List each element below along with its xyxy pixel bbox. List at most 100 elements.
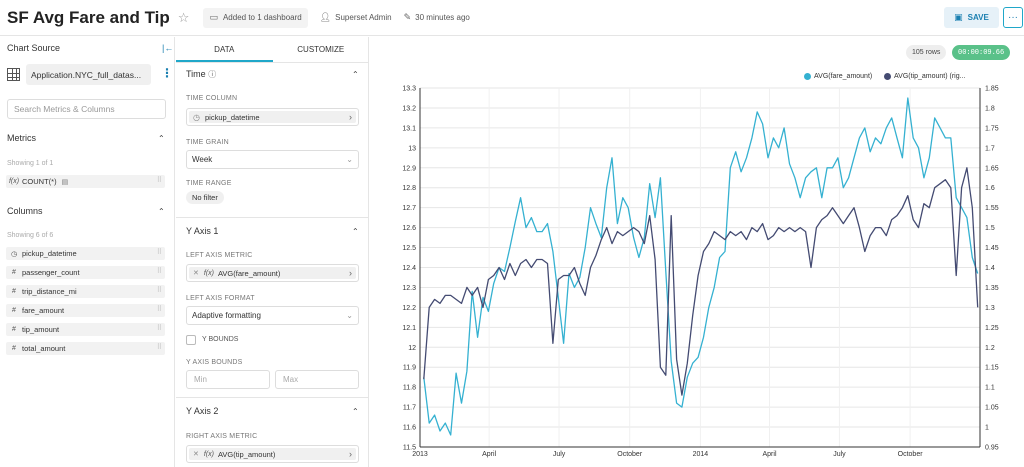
chart-title[interactable]: SF Avg Fare and Tip: [7, 7, 170, 27]
left-metric-chip[interactable]: ✕ f(x) AVG(fare_amount) ›: [189, 267, 356, 279]
left-metric-value: AVG(fare_amount): [217, 268, 281, 278]
tab-data[interactable]: DATA: [176, 37, 273, 62]
right-metric-value: AVG(tip_amount): [217, 449, 276, 459]
chevron-down-icon: ⌄: [346, 311, 353, 320]
column-name: tip_amount: [22, 325, 60, 334]
legend-label-fare: AVG(fare_amount): [814, 73, 873, 80]
chevron-up-icon[interactable]: ⌃: [352, 227, 359, 236]
hash-icon: #: [12, 269, 16, 276]
y-right-tick-label: 1.7: [985, 145, 995, 152]
column-name: total_amount: [22, 344, 66, 353]
chevron-down-icon: ⌄: [346, 155, 353, 164]
y-right-tick-label: 0.95: [985, 445, 999, 452]
save-label: SAVE: [967, 13, 989, 22]
y-left-tick-label: 12.3: [402, 285, 416, 292]
chevron-up-icon[interactable]: ⌃: [352, 70, 359, 79]
y-left-tick-label: 12.5: [402, 245, 416, 252]
drag-handle-icon[interactable]: ⠿: [156, 268, 162, 275]
collapse-panel-icon[interactable]: |←: [162, 43, 174, 53]
column-item-fare-amount[interactable]: # fare_amount ⠿: [6, 304, 165, 317]
y-left-tick-label: 13.3: [402, 86, 416, 93]
x-tick-label: 2014: [693, 451, 709, 458]
legend-item-tip[interactable]: AVG(tip_amount) (rig...: [884, 73, 965, 80]
time-grain-value: Week: [192, 155, 213, 164]
hash-icon: #: [12, 326, 16, 333]
function-icon: f(x): [203, 450, 214, 458]
time-grain-label: TIME GRAIN: [186, 139, 229, 146]
y-right-tick-label: 1.35: [985, 285, 999, 292]
chevron-up-icon[interactable]: ⌃: [158, 207, 165, 216]
y-right-tick-label: 1.8: [985, 105, 995, 112]
left-axis-metric-label: LEFT AXIS METRIC: [186, 252, 253, 259]
y-right-tick-label: 1.65: [985, 165, 999, 172]
y-axis-1-section-title[interactable]: Y Axis 1: [186, 226, 219, 236]
y-axis-2-section-title[interactable]: Y Axis 2: [186, 406, 219, 416]
y-left-tick-label: 12.8: [402, 185, 416, 192]
right-metric-chip[interactable]: ✕ f(x) AVG(tip_amount) ›: [189, 448, 356, 460]
modified-item: ✎ 30 minutes ago: [404, 12, 470, 23]
x-tick-label: July: [553, 451, 566, 458]
drag-handle-icon[interactable]: ⠿: [156, 249, 162, 256]
drag-handle-icon[interactable]: ⠿: [156, 325, 162, 332]
y-bounds-checkbox[interactable]: [186, 335, 196, 345]
drag-handle-icon[interactable]: ⠿: [156, 177, 162, 184]
column-item-tip-amount[interactable]: # tip_amount ⠿: [6, 323, 165, 336]
metric-name: COUNT(*): [22, 177, 57, 186]
drag-handle-icon[interactable]: ⠿: [156, 287, 162, 294]
time-column-chip[interactable]: ◷ pickup_datetime ›: [189, 111, 356, 123]
y-min-input[interactable]: Min: [186, 370, 270, 389]
y-left-tick-label: 12.6: [402, 225, 416, 232]
dashboards-pill[interactable]: ▭ Added to 1 dashboard: [203, 7, 308, 28]
close-icon[interactable]: ✕: [193, 451, 199, 458]
legend-dot-fare: [804, 73, 811, 80]
time-column-select[interactable]: ◷ pickup_datetime ›: [186, 108, 359, 126]
columns-section-title[interactable]: Columns: [7, 206, 43, 216]
legend-item-fare[interactable]: AVG(fare_amount): [804, 73, 872, 80]
column-name: trip_distance_mi: [22, 287, 77, 296]
save-icon: ▣: [954, 12, 963, 22]
dashboards-label: Added to 1 dashboard: [222, 13, 302, 22]
dataset-selector[interactable]: Application.NYC_full_datas...: [26, 64, 151, 85]
time-grain-select[interactable]: Week ⌄: [186, 150, 359, 169]
close-icon[interactable]: ✕: [193, 270, 199, 277]
hash-icon: #: [12, 288, 16, 295]
column-item-total-amount[interactable]: # total_amount ⠿: [6, 342, 165, 355]
dashboard-icon: ▭: [209, 12, 218, 22]
star-icon[interactable]: ☆: [177, 9, 190, 25]
column-item-pickup-datetime[interactable]: ◷ pickup_datetime ⠿: [6, 247, 165, 260]
column-item-passenger-count[interactable]: # passenger_count ⠿: [6, 266, 165, 279]
tab-customize[interactable]: CUSTOMIZE: [297, 45, 345, 54]
y-left-tick-label: 12.9: [402, 165, 416, 172]
right-axis-metric-select[interactable]: ✕ f(x) AVG(tip_amount) ›: [186, 445, 359, 463]
y-right-tick-label: 1: [985, 425, 989, 432]
y-max-input[interactable]: Max: [275, 370, 359, 389]
dual-line-chart[interactable]: 11.511.611.711.811.91212.112.212.312.412…: [370, 37, 1024, 467]
series-line-fare: [423, 97, 979, 436]
chevron-up-icon[interactable]: ⌃: [158, 134, 165, 143]
save-button[interactable]: ▣ SAVE: [944, 7, 999, 28]
clock-icon: ◷: [10, 250, 18, 258]
left-axis-metric-select[interactable]: ✕ f(x) AVG(fare_amount) ›: [186, 264, 359, 282]
drag-handle-icon[interactable]: ⠿: [156, 344, 162, 351]
y-left-tick-label: 11.7: [403, 405, 416, 412]
info-icon: ⓘ: [208, 70, 217, 79]
left-axis-format-select[interactable]: Adaptive formatting ⌄: [186, 306, 359, 325]
y-right-tick-label: 1.25: [985, 325, 999, 332]
chevron-up-icon[interactable]: ⌃: [352, 407, 359, 416]
more-actions-button[interactable]: ···: [1003, 7, 1023, 28]
dataset-menu-icon[interactable]: ⋮: [161, 66, 173, 80]
hash-icon: #: [12, 307, 16, 314]
time-section-title[interactable]: Time ⓘ: [186, 69, 216, 80]
y-left-tick-label: 11.9: [403, 365, 416, 372]
column-name: fare_amount: [22, 306, 65, 315]
time-range-chip[interactable]: No filter: [186, 191, 224, 204]
metrics-section-title[interactable]: Metrics: [7, 133, 36, 143]
info-icon: ▤: [61, 178, 69, 186]
search-input[interactable]: Search Metrics & Columns: [7, 99, 166, 119]
column-item-trip-distance[interactable]: # trip_distance_mi ⠿: [6, 285, 165, 298]
metric-item[interactable]: f(x) COUNT(*) ▤ ⠿: [6, 175, 165, 188]
drag-handle-icon[interactable]: ⠿: [156, 306, 162, 313]
section-divider: [176, 217, 368, 218]
function-icon: f(x): [8, 178, 20, 185]
time-column-value: pickup_datetime: [204, 112, 260, 122]
